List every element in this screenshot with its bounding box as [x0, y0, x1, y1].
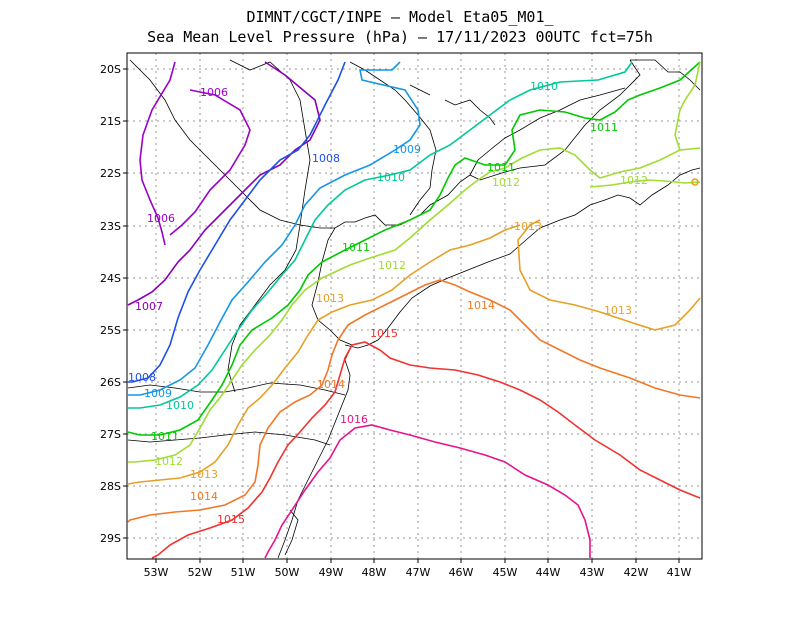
lat-label: 27S	[100, 428, 121, 441]
lon-label: 42W	[624, 566, 649, 579]
map-frame	[126, 52, 703, 560]
small-high-marker	[691, 178, 699, 186]
graticule	[127, 53, 702, 559]
isobar-1013	[127, 219, 701, 485]
state-border-1	[349, 61, 437, 216]
isobar-label: 1012	[492, 176, 520, 189]
isobar-label: 1013	[316, 292, 344, 305]
lat-label: 28S	[100, 480, 121, 493]
isobar-label: 1011	[487, 161, 515, 174]
isobar-label: 1015	[370, 327, 398, 340]
isobar-1012-east	[589, 179, 701, 188]
isobar-label: 1010	[377, 171, 405, 184]
lake-lagoon	[284, 509, 299, 556]
isobars	[127, 61, 701, 559]
lon-label: 52W	[188, 566, 213, 579]
isobar-label: 1008	[128, 371, 156, 384]
lon-label: 50W	[275, 566, 300, 579]
lat-label: 22S	[100, 167, 121, 180]
lon-label: 46W	[449, 566, 474, 579]
isobar-label: 1006	[147, 212, 175, 225]
isobar-label: 1008	[312, 152, 340, 165]
isobar-label: 1014	[317, 378, 345, 391]
coastline-east	[630, 59, 701, 91]
isobar-1007	[127, 61, 321, 306]
lon-label: 41W	[667, 566, 692, 579]
isobar-label: 1009	[144, 387, 172, 400]
lat-label: 23S	[100, 220, 121, 233]
lon-label: 51W	[231, 566, 256, 579]
state-border-2	[469, 87, 626, 176]
isobar-1011	[127, 61, 701, 436]
isobar-label: 1012	[155, 455, 183, 468]
isobar-label: 1011	[590, 121, 618, 134]
isobar-1016	[264, 424, 591, 559]
isobar-label: 1013	[604, 304, 632, 317]
lat-label: 24S	[100, 272, 121, 285]
isobar-label: 1014	[190, 490, 218, 503]
isobar-label: 1012	[620, 174, 648, 187]
lon-label: 47W	[406, 566, 431, 579]
latitude-axis-labels: 20S 21S 22S 23S 24S 25S 26S 27S 28S 29S	[100, 63, 127, 545]
isobar-label: 1007	[135, 300, 163, 313]
lon-label: 43W	[580, 566, 605, 579]
state-border-4	[127, 382, 346, 396]
isobar-label: 1011	[342, 241, 370, 254]
coast-islands	[409, 84, 496, 126]
lon-label: 49W	[319, 566, 344, 579]
isobar-1012	[128, 61, 701, 463]
state-border-5	[127, 431, 331, 446]
isobar-label: 1013	[514, 220, 542, 233]
isobar-1014	[127, 279, 701, 523]
isobar-label: 1013	[190, 468, 218, 481]
lat-label: 25S	[100, 324, 121, 337]
isobar-label: 1010	[166, 399, 194, 412]
isobar-1008	[128, 61, 346, 383]
lon-label: 45W	[493, 566, 518, 579]
lon-label: 48W	[362, 566, 387, 579]
lon-label: 53W	[144, 566, 169, 579]
lon-label: 44W	[536, 566, 561, 579]
longitude-axis-labels: 53W 52W 51W 50W 49W 48W 47W 46W 45W 44W 43W 42W 41W	[144, 559, 692, 579]
coast-bay	[344, 167, 701, 349]
coastline	[277, 59, 641, 559]
contour-labels: 1006 1006 1007 1008 1008 1009 1009 1010 …	[128, 80, 648, 526]
lat-label: 29S	[100, 532, 121, 545]
lat-label: 20S	[100, 63, 121, 76]
isobar-label: 1009	[393, 143, 421, 156]
isobar-label: 1010	[530, 80, 558, 93]
isobar-1009	[128, 61, 421, 396]
isobar-1010	[128, 61, 633, 409]
isobar-label: 1016	[340, 413, 368, 426]
isobar-label: 1014	[467, 299, 495, 312]
isobar-1006-east	[169, 89, 251, 236]
isobar-1006	[139, 61, 176, 246]
isobar-label: 1011	[151, 430, 179, 443]
isobar-label: 1012	[378, 259, 406, 272]
isobar-1015	[151, 341, 701, 559]
chart-title-line1: DIMNT/CGCT/INPE – Model Eta05_M01_	[246, 8, 554, 26]
isobar-label: 1015	[217, 513, 245, 526]
isobar-label: 1006	[200, 86, 228, 99]
lat-label: 21S	[100, 115, 121, 128]
chart-title-line2: Sea Mean Level Pressure (hPa) – 17/11/20…	[147, 28, 653, 46]
lat-label: 26S	[100, 376, 121, 389]
